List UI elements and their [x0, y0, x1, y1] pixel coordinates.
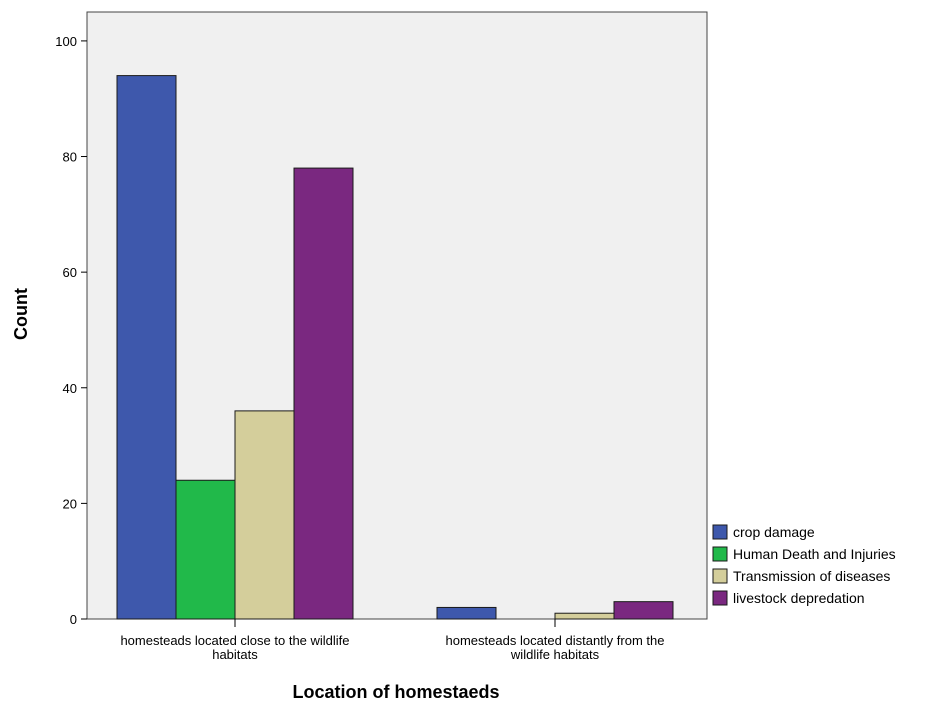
legend: crop damage Human Death and Injuries Trans… — [712, 524, 896, 606]
x-tick-label: homesteads located close to the wildlife — [120, 633, 349, 648]
bar — [436, 606, 497, 620]
bar — [293, 167, 354, 620]
y-tick-label: 20 — [63, 496, 77, 511]
bar — [554, 612, 615, 620]
bars-group — [116, 75, 674, 620]
x-tick-label: homesteads located distantly from the — [446, 633, 665, 648]
x-axis-title: Location of homestaeds — [292, 682, 499, 702]
legend-label: Transmission of diseases — [733, 568, 890, 584]
x-tick-label: habitats — [212, 647, 258, 662]
x-axis: homesteads located close to the wildlife… — [120, 619, 664, 662]
legend-label: Human Death and Injuries — [733, 546, 896, 562]
y-axis: 0 20 40 60 80 100 — [55, 34, 87, 627]
y-tick-label: 100 — [55, 34, 77, 49]
legend-label: crop damage — [733, 524, 815, 540]
y-tick-label: 80 — [63, 150, 77, 165]
y-tick-label: 60 — [63, 265, 77, 280]
bar — [116, 75, 177, 620]
legend-swatch — [712, 590, 728, 606]
legend-swatch — [712, 524, 728, 540]
legend-swatch — [712, 568, 728, 584]
legend-label: livestock depredation — [733, 590, 865, 606]
y-axis-title: Count — [11, 288, 31, 340]
y-tick-label: 0 — [70, 612, 77, 627]
bar — [234, 410, 295, 620]
bar — [175, 479, 236, 620]
y-tick-label: 40 — [63, 381, 77, 396]
bar — [613, 601, 674, 620]
x-tick-label: wildlife habitats — [510, 647, 600, 662]
legend-swatch — [712, 546, 728, 562]
